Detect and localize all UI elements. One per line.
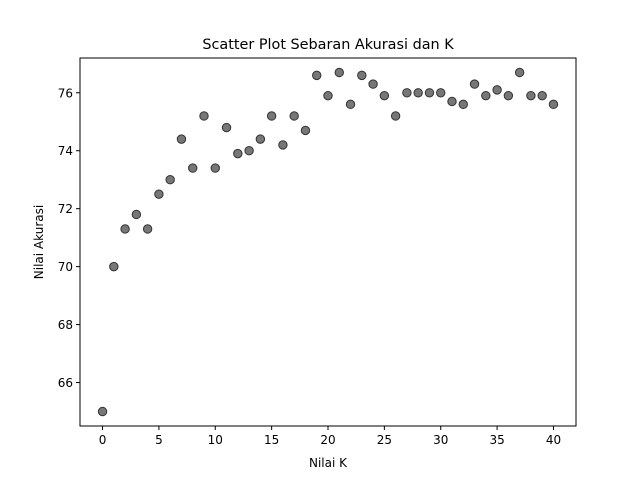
y-tick-label: 66 bbox=[58, 376, 73, 390]
x-tick-label: 10 bbox=[208, 433, 223, 447]
data-point-33 bbox=[469, 79, 480, 89]
data-point-34 bbox=[481, 90, 491, 101]
data-point-16 bbox=[278, 140, 288, 150]
y-axis-label: Nilai Akurasi bbox=[32, 205, 46, 279]
y-tick-label: 76 bbox=[58, 86, 73, 100]
data-point-20 bbox=[323, 90, 333, 101]
data-point-4 bbox=[142, 224, 153, 234]
data-point-8 bbox=[188, 163, 198, 173]
x-tick-label: 25 bbox=[377, 433, 392, 447]
x-tick-label: 30 bbox=[433, 433, 448, 447]
x-axis-ticks: 0 5 10 15 20 25 30 35 40 bbox=[99, 426, 561, 447]
data-point-30 bbox=[436, 88, 446, 98]
data-point-12 bbox=[233, 148, 243, 159]
data-point-13 bbox=[244, 146, 254, 156]
data-point-18 bbox=[300, 125, 311, 136]
x-tick-label: 35 bbox=[489, 433, 504, 447]
data-point-19 bbox=[312, 70, 322, 81]
data-point-17 bbox=[289, 111, 299, 121]
data-point-23 bbox=[357, 70, 367, 81]
x-axis-label: Nilai K bbox=[309, 456, 348, 470]
data-point-11 bbox=[221, 122, 232, 133]
data-point-39 bbox=[537, 90, 547, 101]
y-tick-label: 70 bbox=[58, 260, 73, 274]
data-point-15 bbox=[266, 111, 277, 121]
x-tick-label: 40 bbox=[546, 433, 561, 447]
data-point-32 bbox=[458, 99, 468, 110]
data-points bbox=[97, 67, 559, 417]
data-point-1 bbox=[109, 261, 119, 272]
data-point-7 bbox=[176, 134, 187, 144]
y-axis-ticks: 66 68 70 72 74 76 bbox=[58, 86, 80, 390]
data-point-40 bbox=[548, 99, 559, 110]
data-point-22 bbox=[345, 99, 356, 110]
data-point-6 bbox=[165, 175, 175, 185]
data-point-36 bbox=[503, 90, 514, 101]
data-point-38 bbox=[526, 90, 536, 101]
chart-title: Scatter Plot Sebaran Akurasi dan K bbox=[202, 37, 454, 53]
data-point-3 bbox=[131, 209, 142, 220]
data-point-21 bbox=[334, 67, 344, 78]
y-tick-label: 74 bbox=[58, 144, 73, 158]
data-point-14 bbox=[255, 134, 266, 144]
data-point-27 bbox=[402, 88, 412, 98]
data-point-9 bbox=[199, 111, 209, 121]
data-point-37 bbox=[514, 67, 525, 78]
y-tick-label: 72 bbox=[58, 202, 73, 216]
x-tick-label: 15 bbox=[264, 433, 279, 447]
data-point-10 bbox=[210, 163, 220, 173]
data-point-5 bbox=[154, 189, 164, 199]
y-tick-label: 68 bbox=[58, 318, 73, 332]
x-tick-label: 0 bbox=[99, 433, 107, 447]
data-point-24 bbox=[368, 79, 378, 89]
data-point-28 bbox=[413, 88, 423, 98]
data-point-35 bbox=[492, 85, 502, 95]
data-point-2 bbox=[120, 224, 130, 234]
x-tick-label: 5 bbox=[155, 433, 163, 447]
data-point-29 bbox=[424, 88, 435, 98]
data-point-25 bbox=[379, 90, 390, 101]
data-point-31 bbox=[447, 96, 457, 107]
data-point-26 bbox=[390, 111, 401, 121]
x-tick-label: 20 bbox=[320, 433, 335, 447]
data-point-0 bbox=[97, 406, 108, 417]
